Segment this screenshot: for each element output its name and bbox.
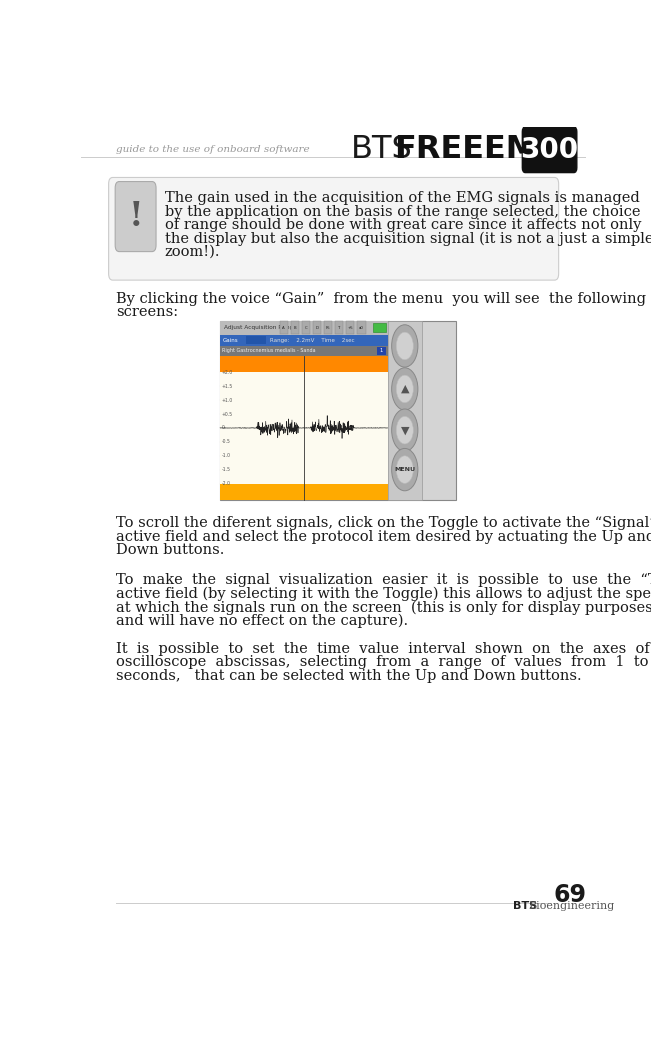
Text: The gain used in the acquisition of the EMG signals is managed: The gain used in the acquisition of the … (165, 191, 639, 205)
Bar (246, 336, 266, 345)
Text: screens:: screens: (116, 305, 178, 318)
Bar (387, 321, 422, 500)
Bar (220, 346, 387, 355)
Text: Adjust Acquisition Range: Adjust Acquisition Range (224, 325, 297, 330)
Text: 1: 1 (380, 348, 383, 353)
Text: zoom!).: zoom!). (165, 245, 220, 259)
Text: It  is  possible  to  set  the  time  value  interval  shown  on  the  axes  of : It is possible to set the time value int… (116, 642, 651, 656)
Text: +1.5: +1.5 (221, 384, 233, 388)
Bar (335, 322, 343, 334)
Text: by the application on the basis of the range selected, the choice: by the application on the basis of the r… (165, 205, 640, 219)
Text: +2.0: +2.0 (221, 369, 233, 375)
Text: oscilloscope  abscissas,  selecting  from  a  range  of  values  from  1  to  10: oscilloscope abscissas, selecting from a… (116, 655, 651, 670)
Bar (220, 355, 387, 372)
Bar (357, 322, 365, 334)
Text: !: ! (128, 200, 143, 233)
Text: ▲: ▲ (400, 384, 409, 394)
Text: 300: 300 (521, 135, 579, 164)
Text: +0.5: +0.5 (221, 412, 233, 417)
Bar (220, 321, 387, 334)
Text: 69: 69 (553, 882, 587, 907)
FancyBboxPatch shape (522, 127, 577, 172)
Text: A: A (283, 326, 285, 330)
Circle shape (392, 449, 418, 491)
Text: BTS: BTS (513, 900, 537, 911)
Text: active field (by selecting it with the Toggle) this allows to adjust the speed: active field (by selecting it with the T… (116, 587, 651, 601)
Text: -1.5: -1.5 (221, 468, 230, 472)
Bar (291, 322, 299, 334)
Text: of range should be done with great care since it affects not only: of range should be done with great care … (165, 218, 641, 232)
FancyBboxPatch shape (115, 182, 156, 252)
Bar (302, 322, 310, 334)
Bar (313, 322, 321, 334)
Circle shape (396, 376, 413, 403)
Text: Bioengineering: Bioengineering (529, 900, 615, 911)
Text: 0: 0 (221, 425, 225, 431)
Bar (376, 347, 385, 355)
Bar (220, 484, 387, 500)
Text: -0.5: -0.5 (221, 439, 230, 444)
Text: D: D (316, 326, 318, 330)
Bar (374, 324, 385, 332)
Text: -2.0: -2.0 (221, 481, 230, 487)
Circle shape (396, 332, 413, 360)
Text: the display but also the acquisition signal (it is not a just a simple: the display but also the acquisition sig… (165, 232, 651, 247)
Text: C: C (305, 326, 307, 330)
Bar (346, 322, 354, 334)
Circle shape (392, 368, 418, 411)
Text: ▼: ▼ (400, 425, 409, 435)
Bar (220, 334, 387, 346)
Text: FREEEMG: FREEEMG (395, 134, 564, 165)
Text: a0: a0 (359, 326, 364, 330)
Text: guide to the use of onboard software: guide to the use of onboard software (116, 145, 310, 154)
Text: T: T (338, 326, 340, 330)
Text: at which the signals run on the screen  (this is only for display purposes,: at which the signals run on the screen (… (116, 600, 651, 615)
Text: By clicking the voice “Gain”  from the menu  you will see  the following: By clicking the voice “Gain” from the me… (116, 292, 646, 306)
Text: +1.0: +1.0 (221, 398, 233, 403)
Text: MENU: MENU (395, 467, 415, 472)
Circle shape (392, 409, 418, 452)
Bar (280, 322, 288, 334)
Circle shape (396, 456, 413, 484)
Bar (324, 322, 332, 334)
Bar (220, 372, 387, 484)
Text: active field and select the protocol item desired by actuating the Up and: active field and select the protocol ite… (116, 530, 651, 544)
Text: Right Gastrocnemius medialis - Sanda: Right Gastrocnemius medialis - Sanda (222, 348, 316, 353)
Text: Range:    2.2mV    Time    2sec: Range: 2.2mV Time 2sec (270, 338, 354, 343)
Text: Down buttons.: Down buttons. (116, 543, 225, 558)
Text: BTS: BTS (352, 134, 413, 165)
Text: +5: +5 (348, 326, 353, 330)
Text: Gains: Gains (223, 338, 239, 343)
Text: B: B (294, 326, 296, 330)
Text: -1.0: -1.0 (221, 454, 230, 458)
Text: seconds,   that can be selected with the Up and Down buttons.: seconds, that can be selected with the U… (116, 669, 582, 682)
Text: To scroll the diferent signals, click on the Toggle to activate the “Signal”: To scroll the diferent signals, click on… (116, 516, 651, 530)
Circle shape (392, 325, 418, 367)
Circle shape (396, 417, 413, 444)
Text: and will have no effect on the capture).: and will have no effect on the capture). (116, 614, 408, 628)
FancyBboxPatch shape (109, 178, 559, 280)
Text: To  make  the  signal  visualization  easier  it  is  possible  to  use  the  “T: To make the signal visualization easier … (116, 573, 651, 587)
Text: F5: F5 (326, 326, 331, 330)
Bar (220, 321, 456, 500)
